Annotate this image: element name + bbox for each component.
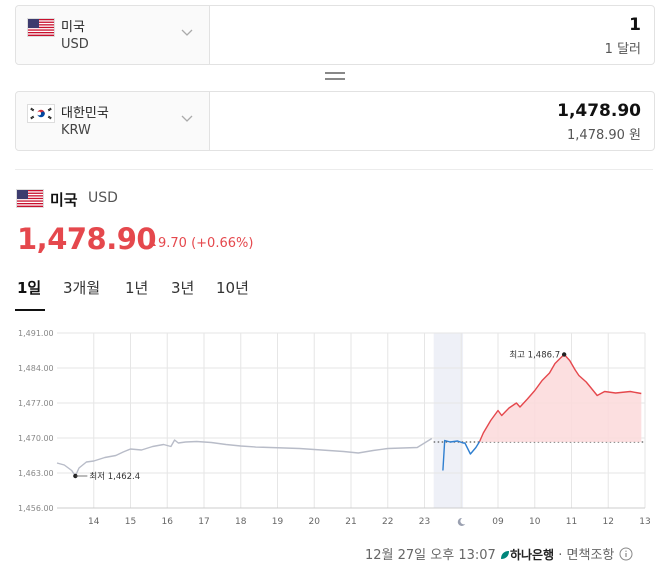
hana-leaf-icon xyxy=(500,551,509,559)
series-line-session-below xyxy=(442,439,481,471)
bank-name: 하나은행 xyxy=(509,548,555,562)
tab-1y[interactable]: 1년 xyxy=(125,279,149,297)
from-currency-selector[interactable]: 미국 USD xyxy=(16,6,210,64)
from-currency-row: 미국 USD 1 1 달러 xyxy=(15,5,655,65)
to-currency-code: KRW xyxy=(61,123,91,138)
tab-3y[interactable]: 3년 xyxy=(171,279,195,297)
to-amount-text: 1,478.90 원 xyxy=(567,128,641,143)
active-tab-indicator xyxy=(15,309,45,311)
x-tick-label: 17 xyxy=(198,517,209,527)
x-tick-label: 21 xyxy=(345,517,356,527)
exchange-rate-chart[interactable]: 1,491.00 1,484.00 1,477.00 1,470.00 1,463.00… xyxy=(0,320,665,535)
x-tick-label: 09 xyxy=(492,517,504,527)
footer-separator: · xyxy=(558,548,563,563)
kr-flag-icon xyxy=(28,105,54,122)
info-icon[interactable] xyxy=(619,547,633,561)
moon-icon xyxy=(457,517,466,526)
y-tick-label: 1,470.00 xyxy=(18,434,54,443)
currency-detail-code: USD xyxy=(88,190,118,206)
change-value: 9.70 (+0.66%) xyxy=(158,236,254,251)
to-currency-country: 대한민국 xyxy=(61,106,109,121)
update-timestamp: 12월 27일 오후 13:07 xyxy=(365,548,496,563)
from-amount-text: 1 달러 xyxy=(604,42,641,57)
us-flag-icon xyxy=(17,190,43,207)
y-tick-label: 1,477.00 xyxy=(18,399,54,408)
x-tick-label: 23 xyxy=(419,517,430,527)
tab-10y[interactable]: 10년 xyxy=(216,279,249,297)
series-line-session-above xyxy=(478,353,642,442)
chevron-down-icon xyxy=(181,29,193,36)
disclaimer-link[interactable]: 면책조항 xyxy=(566,548,615,563)
to-currency-row: 대한민국 KRW 1,478.90 1,478.90 원 xyxy=(15,91,655,151)
from-amount-input[interactable]: 1 xyxy=(629,15,641,35)
y-tick-label: 1,484.00 xyxy=(18,364,54,373)
swap-icon[interactable] xyxy=(325,72,345,82)
currency-detail-country: 미국 xyxy=(50,191,78,209)
y-tick-label: 1,463.00 xyxy=(18,469,54,478)
from-currency-code: USD xyxy=(61,37,89,52)
x-tick-label: 13 xyxy=(639,517,650,527)
x-tick-label: 19 xyxy=(272,517,284,527)
x-tick-label: 15 xyxy=(125,517,136,527)
from-currency-country: 미국 xyxy=(61,20,85,35)
divider xyxy=(15,169,653,170)
x-tick-label: 10 xyxy=(529,517,541,527)
high-point-marker xyxy=(561,352,567,357)
to-amount-input[interactable]: 1,478.90 xyxy=(557,101,641,121)
x-tick-label: 14 xyxy=(88,517,100,527)
x-tick-label: 11 xyxy=(566,517,577,527)
us-flag-icon xyxy=(28,19,54,36)
series-line-overnight xyxy=(56,437,433,477)
footer: 12월 27일 오후 13:07 하나은행 · 면책조항 xyxy=(365,544,633,563)
up-triangle-icon xyxy=(148,240,156,246)
exchange-rate-change: 9.70 (+0.66%) xyxy=(148,236,253,251)
chevron-down-icon xyxy=(181,115,193,122)
tab-1d[interactable]: 1일 xyxy=(17,279,42,297)
tab-3m[interactable]: 3개월 xyxy=(63,279,101,297)
high-label: 최고 1,486.7 xyxy=(509,350,560,361)
x-tick-label: 16 xyxy=(162,517,174,527)
series-area-fill xyxy=(479,354,642,442)
x-tick-label: 12 xyxy=(603,517,614,527)
to-currency-selector[interactable]: 대한민국 KRW xyxy=(16,92,210,150)
low-label: 최저 1,462.4 xyxy=(89,471,140,482)
x-tick-label: 22 xyxy=(382,517,393,527)
x-tick-label: 18 xyxy=(235,517,247,527)
closed-hours-band xyxy=(433,333,464,508)
y-tick-label: 1,456.00 xyxy=(18,504,54,513)
exchange-rate-value: 1,478.90 xyxy=(17,222,157,256)
y-tick-label: 1,491.00 xyxy=(18,329,54,338)
x-tick-label: 20 xyxy=(309,517,321,527)
